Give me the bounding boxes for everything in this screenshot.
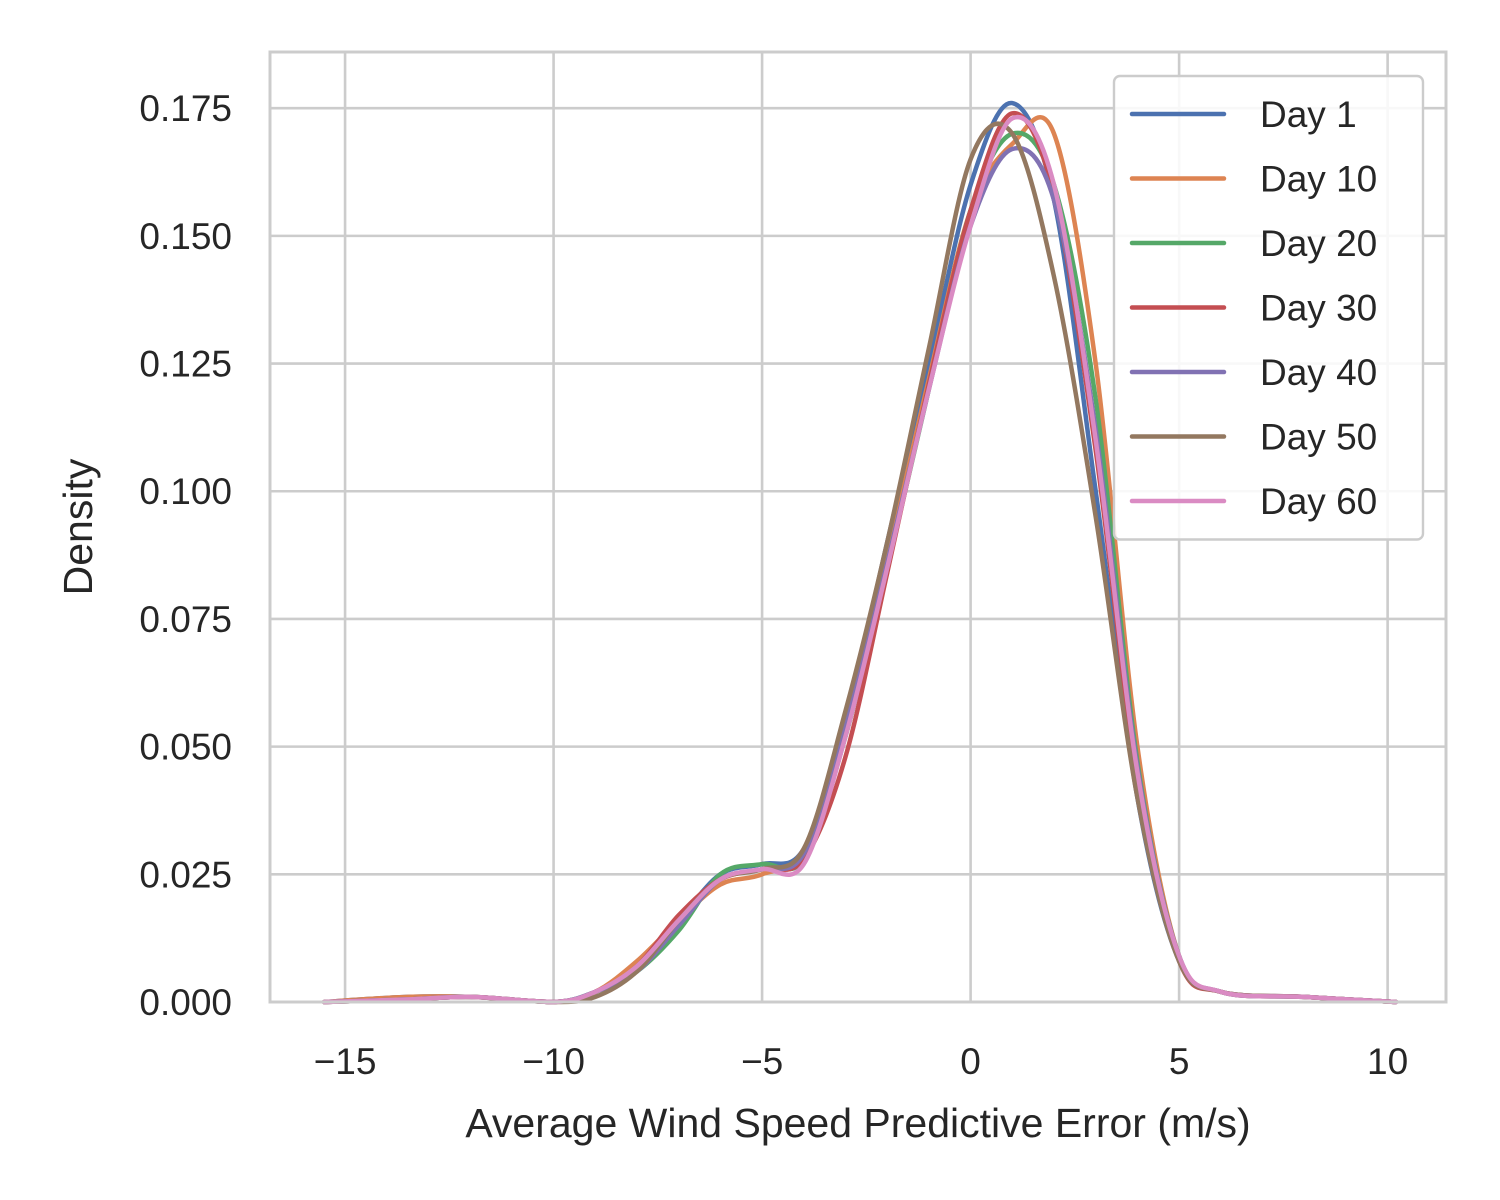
x-axis-label: Average Wind Speed Predictive Error (m/s… (465, 1100, 1250, 1146)
legend-label: Day 40 (1260, 352, 1377, 393)
x-tick-label: −5 (741, 1041, 783, 1082)
y-tick-label: 0.100 (139, 471, 232, 512)
legend-label: Day 20 (1260, 223, 1377, 264)
y-tick-label: 0.075 (139, 599, 232, 640)
series-line-day-50 (321, 121, 1399, 1005)
x-axis-ticks: −15 −10 −5 0 5 10 (314, 1041, 1409, 1082)
legend-label: Day 1 (1260, 94, 1357, 135)
y-tick-label: 0.050 (139, 727, 232, 768)
series-line-day-60 (321, 114, 1399, 1005)
y-axis-label: Density (55, 458, 101, 595)
y-tick-label: 0.150 (139, 216, 232, 257)
x-tick-label: −15 (314, 1041, 377, 1082)
legend-box (1112, 74, 1425, 541)
legend: Day 1 Day 10 Day 20 Day 30 Day 40 Day 50 Day 6… (1112, 74, 1425, 541)
legend-label: Day 50 (1260, 417, 1377, 458)
x-tick-label: 0 (960, 1041, 981, 1082)
y-tick-label: 0.125 (139, 344, 232, 385)
x-tick-label: −10 (522, 1041, 585, 1082)
series-group (321, 100, 1399, 1005)
y-tick-label: 0.025 (139, 854, 232, 895)
x-tick-label: 5 (1169, 1041, 1190, 1082)
x-tick-label: 10 (1367, 1041, 1408, 1082)
y-tick-label: 0.000 (139, 982, 232, 1023)
legend-label: Day 10 (1260, 159, 1377, 200)
legend-label: Day 60 (1260, 481, 1377, 522)
legend-label: Day 30 (1260, 288, 1377, 329)
y-axis-ticks: 0.000 0.025 0.050 0.075 0.100 0.125 0.150 0.175 (139, 88, 232, 1023)
y-tick-label: 0.175 (139, 88, 232, 129)
plot-frame (268, 50, 1448, 1004)
